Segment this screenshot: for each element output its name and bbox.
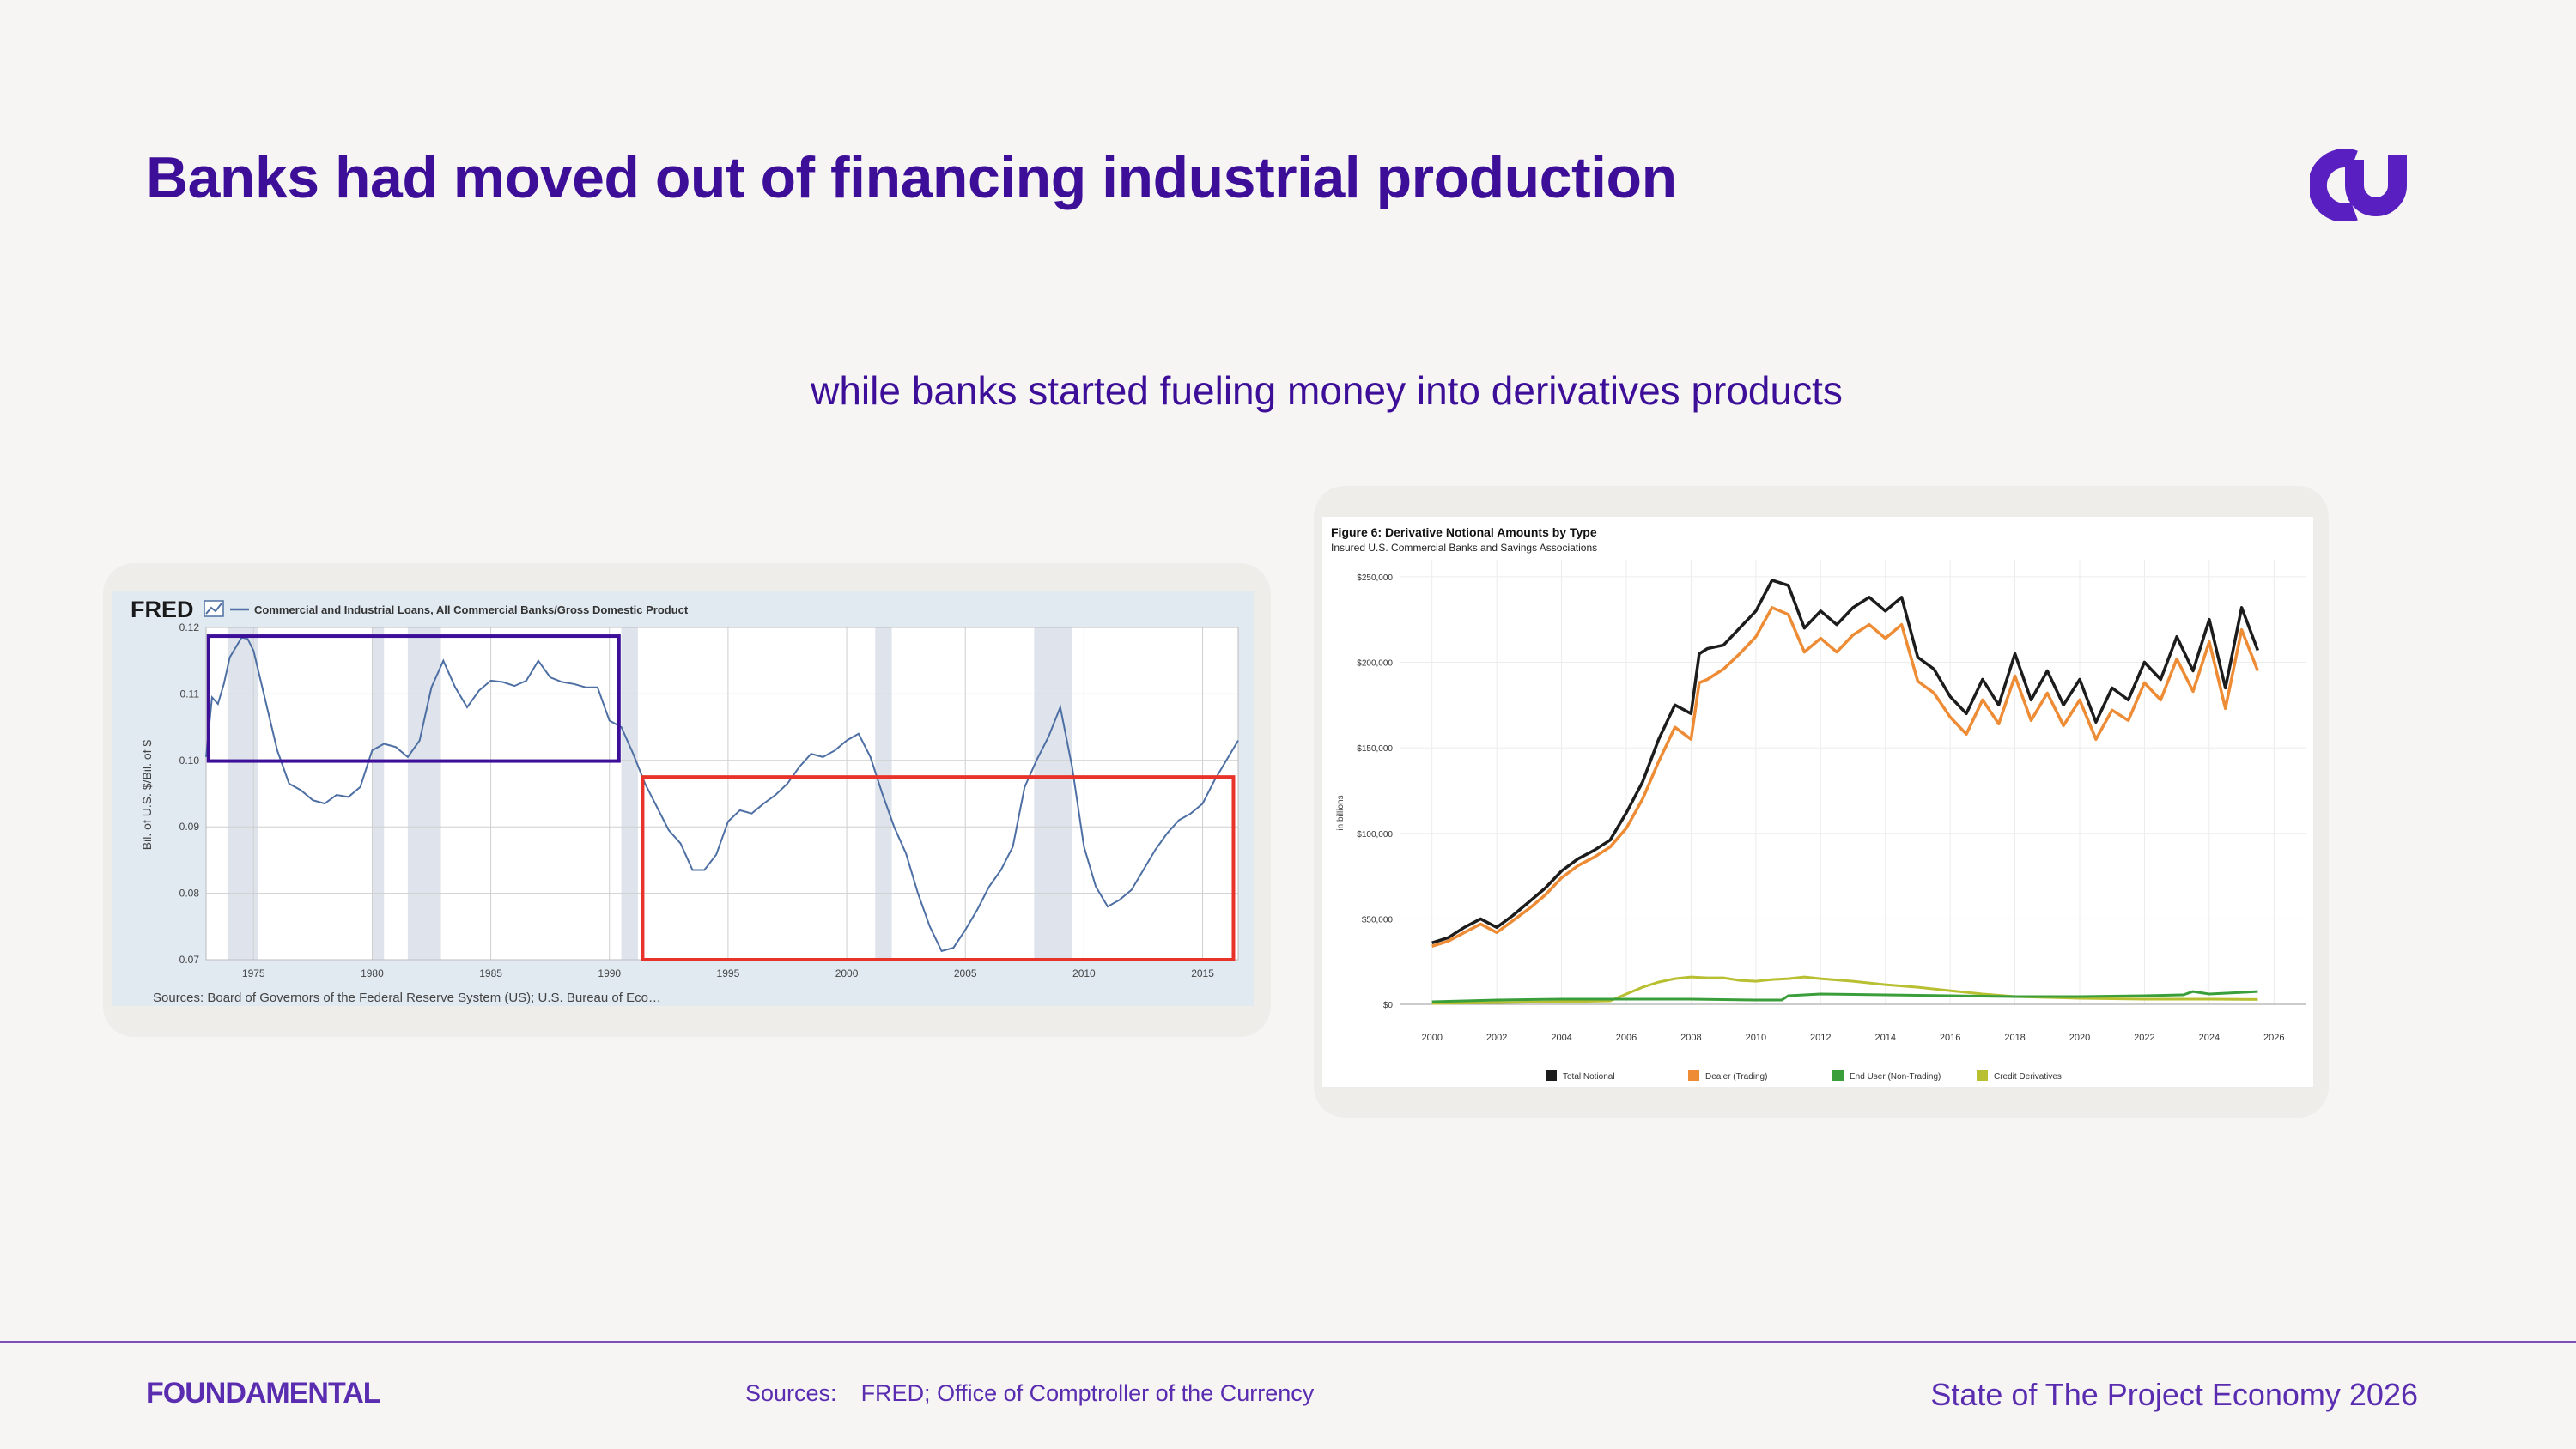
- occ-x-tick-label: 2008: [1680, 1033, 1701, 1043]
- occ-legend-label: Credit Derivatives: [1994, 1072, 2062, 1082]
- fred-y-tick-label: 0.11: [180, 688, 200, 700]
- fred-y-tick-label: 0.12: [179, 621, 200, 634]
- fred-x-tick-label: 1980: [361, 967, 384, 979]
- fred-y-tick-label: 0.10: [179, 755, 200, 767]
- occ-x-tick-label: 2026: [2263, 1033, 2284, 1043]
- footer-divider: [0, 1341, 2576, 1343]
- fred-y-axis-label: Bil. of U.S. $/Bil. of $: [140, 740, 154, 851]
- fred-x-tick-label: 2000: [835, 967, 859, 979]
- recession-band: [407, 627, 441, 960]
- fred-x-tick-label: 1995: [717, 967, 740, 979]
- occ-x-tick-label: 2014: [1874, 1033, 1895, 1043]
- occ-legend-label: Total Notional: [1563, 1072, 1615, 1082]
- fred-source-logo: FRED: [131, 597, 194, 622]
- occ-y-tick-label: $50,000: [1362, 915, 1394, 925]
- recession-band: [1034, 627, 1072, 960]
- occ-legend-swatch: [1977, 1070, 1988, 1081]
- occ-series-line-total-notional: [1431, 579, 2260, 944]
- occ-y-tick-label: $0: [1383, 1001, 1394, 1010]
- footer-brand: FOUNDAMENTAL: [146, 1377, 381, 1410]
- purple-highlight-box: [206, 634, 621, 763]
- occ-x-tick-label: 2006: [1616, 1033, 1637, 1043]
- fred-y-tick-label: 0.09: [179, 821, 200, 833]
- fred-plot-background: [206, 627, 1238, 960]
- fred-x-tick-label: 2005: [954, 967, 977, 979]
- occ-legend-swatch: [1688, 1070, 1699, 1081]
- recession-band: [372, 627, 385, 960]
- occ-legend-label: End User (Non-Trading): [1850, 1072, 1941, 1082]
- occ-y-axis-label: in billions: [1336, 795, 1346, 830]
- fred-y-tick-label: 0.08: [179, 888, 200, 900]
- fred-plot-area: 0.12 0.11 0.10 0.09 0.08 0.07 1975 1980 1985 1990…: [179, 621, 1239, 979]
- fred-sources-text: Sources: Board of Governors of the Feder…: [153, 991, 661, 1005]
- fred-series-line: [205, 636, 1239, 953]
- occ-x-tick-label: 2002: [1486, 1033, 1507, 1043]
- fred-x-tick-label: 1990: [598, 967, 621, 979]
- occ-chart: Figure 6: Derivative Notional Amounts by…: [1331, 525, 2306, 1082]
- recession-band: [875, 627, 892, 960]
- footer-sources-text: FRED; Office of Comptroller of the Curre…: [860, 1380, 1315, 1406]
- occ-x-tick-label: 2004: [1551, 1033, 1571, 1043]
- fred-y-tick-label: 0.07: [179, 954, 200, 966]
- occ-chart-panel: Figure 6: Derivative Notional Amounts by…: [1322, 517, 2313, 1087]
- occ-x-tick-label: 2010: [1746, 1033, 1766, 1043]
- occ-series-line-dealer-trading: [1431, 606, 2260, 948]
- fred-chart-panel: FRED Commercial and Industrial Loans, Al…: [112, 591, 1254, 1006]
- occ-series-line-end-user-non-trading: [1431, 990, 2258, 1003]
- occ-x-tick-label: 2016: [1940, 1033, 1960, 1043]
- fred-x-tick-label: 1985: [479, 967, 502, 979]
- fred-logo-chart-icon: [204, 600, 224, 617]
- occ-y-tick-label: $100,000: [1357, 830, 1393, 840]
- occ-x-tick-label: 2022: [2134, 1033, 2154, 1043]
- footer-sources: Sources: FRED; Office of Comptroller of t…: [745, 1380, 1314, 1407]
- occ-x-tick-label: 2020: [2069, 1033, 2090, 1043]
- footer-sources-label: Sources:: [745, 1380, 837, 1406]
- slide-subtitle: while banks started fueling money into d…: [811, 368, 1843, 413]
- occ-plot-area: 2000 2002 2004 2006 2008 2010 2012 2014 2016 2018…: [1357, 560, 2306, 1043]
- recession-band: [621, 627, 638, 960]
- occ-x-tick-label: 2024: [2199, 1033, 2220, 1043]
- occ-chart-subtitle: Insured U.S. Commercial Banks and Saving…: [1331, 542, 1597, 554]
- occ-legend: Total Notional Dealer (Trading) End User (…: [1546, 1070, 2062, 1082]
- occ-legend-swatch: [1546, 1070, 1557, 1081]
- occ-y-tick-label: $200,000: [1357, 659, 1393, 669]
- foundamental-logo-icon: [2310, 149, 2407, 221]
- footer-report-title: State of The Project Economy 2026: [1930, 1377, 2418, 1412]
- occ-legend-swatch: [1832, 1070, 1844, 1081]
- fred-x-tick-label: 2015: [1191, 967, 1214, 979]
- occ-y-tick-label: $150,000: [1357, 744, 1393, 754]
- occ-y-tick-label: $250,000: [1357, 573, 1393, 583]
- occ-x-tick-label: 2012: [1810, 1033, 1831, 1043]
- fred-x-tick-label: 2010: [1072, 967, 1096, 979]
- fred-legend-label: Commercial and Industrial Loans, All Com…: [254, 603, 689, 616]
- occ-x-tick-label: 2000: [1421, 1033, 1442, 1043]
- slide-title: Banks had moved out of financing industr…: [146, 145, 1677, 210]
- fred-chart: FRED Commercial and Industrial Loans, Al…: [131, 597, 1239, 1005]
- occ-chart-title: Figure 6: Derivative Notional Amounts by…: [1331, 525, 1597, 539]
- fred-x-tick-label: 1975: [242, 967, 265, 979]
- occ-legend-label: Dealer (Trading): [1705, 1072, 1767, 1082]
- occ-x-tick-label: 2018: [2004, 1033, 2025, 1043]
- red-highlight-box: [641, 775, 1236, 961]
